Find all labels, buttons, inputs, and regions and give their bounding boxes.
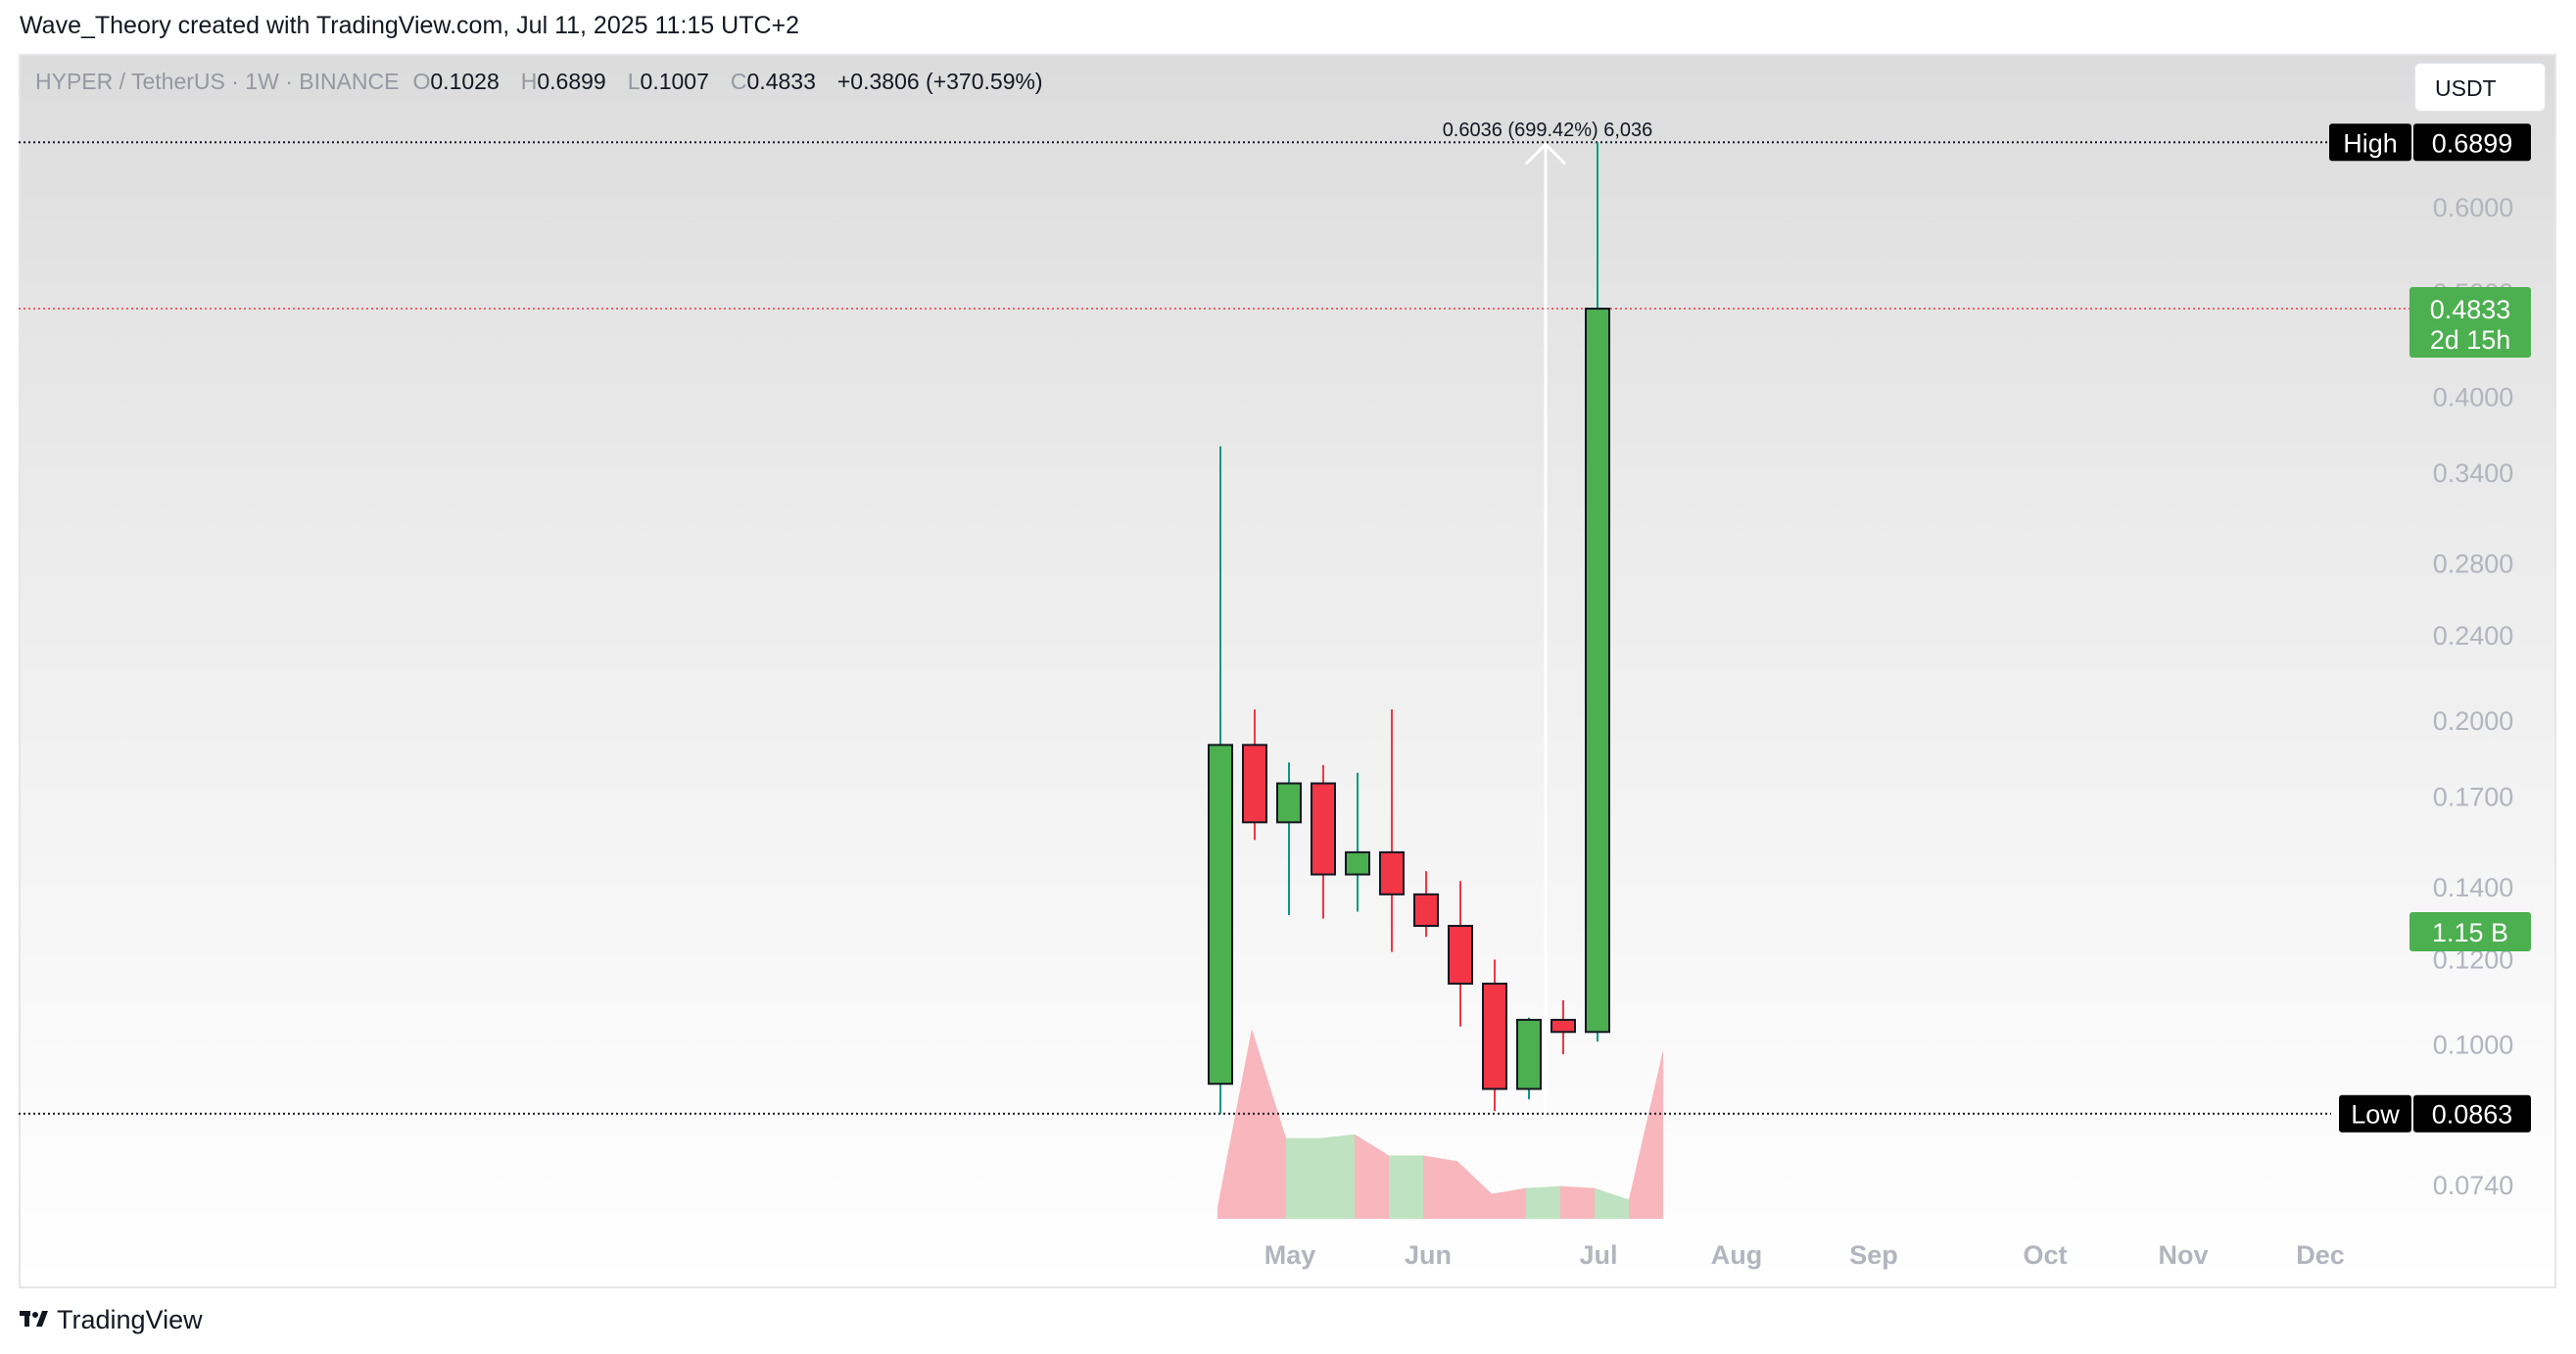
low-value-tag bbox=[2413, 1094, 2531, 1133]
y-tick-label: 0.1000 bbox=[2433, 1030, 2514, 1059]
close-value: 0.4833 bbox=[746, 69, 816, 94]
tradingview-logo-icon bbox=[20, 1305, 49, 1335]
candle-body bbox=[1276, 782, 1302, 824]
volume-segment bbox=[1492, 1187, 1526, 1219]
high-value-tag bbox=[2413, 123, 2531, 162]
x-tick-label: Nov bbox=[2158, 1240, 2208, 1270]
volume-segment bbox=[1526, 1185, 1560, 1219]
chart-pane[interactable] bbox=[19, 54, 2556, 1288]
x-tick-label: Oct bbox=[2023, 1240, 2067, 1270]
y-tick-label: 0.2800 bbox=[2433, 549, 2514, 578]
tradingview-logo: TradingView bbox=[20, 1305, 203, 1335]
tradingview-brand: TradingView bbox=[57, 1305, 203, 1334]
high-value-label: 0.6899 bbox=[2432, 128, 2513, 158]
last-price-value: 0.4833 bbox=[2430, 295, 2511, 324]
candle-body bbox=[1379, 850, 1405, 895]
close-label: C bbox=[730, 69, 747, 94]
x-tick-label: May bbox=[1264, 1240, 1316, 1270]
candle-body bbox=[1448, 925, 1473, 985]
low-label: L bbox=[627, 69, 641, 94]
volume-segment bbox=[1457, 1161, 1492, 1219]
low-value-label: 0.0863 bbox=[2432, 1100, 2513, 1130]
y-tick-label: 0.4000 bbox=[2433, 382, 2514, 411]
volume-segment bbox=[1252, 1028, 1286, 1219]
volume-segment bbox=[1320, 1134, 1355, 1219]
candle-body bbox=[1311, 782, 1336, 876]
volume-tag bbox=[2409, 912, 2531, 951]
currency-selector-button[interactable]: USDT bbox=[2414, 63, 2546, 112]
change-value: +0.3806 (+370.59%) bbox=[836, 69, 1043, 94]
high-tag bbox=[2329, 123, 2411, 162]
candle-body bbox=[1242, 744, 1267, 824]
volume-segment bbox=[1286, 1137, 1320, 1219]
candle-body bbox=[1208, 744, 1233, 1086]
y-tick-label: 0.1700 bbox=[2433, 782, 2514, 811]
volume-segment bbox=[1389, 1155, 1423, 1219]
high-label: H bbox=[520, 69, 538, 94]
high-value: 0.6899 bbox=[537, 69, 606, 94]
open-label: O bbox=[412, 69, 431, 94]
open-value: 0.1028 bbox=[430, 69, 500, 94]
volume-segment bbox=[1217, 1028, 1252, 1219]
volume-segment bbox=[1629, 1049, 1663, 1219]
measure-annotation: 0.6036 (699.42%) 6,036 bbox=[1443, 120, 1653, 141]
y-tick-label: 0.1400 bbox=[2433, 873, 2514, 902]
low-tag bbox=[2339, 1094, 2411, 1133]
y-tick-label: 0.2000 bbox=[2433, 706, 2514, 736]
ohlc-legend: HYPER / TetherUS · 1W · BINANCE O 0.1028… bbox=[35, 69, 1055, 95]
low-tag-label: Low bbox=[2351, 1100, 2400, 1130]
measure-arrow-head bbox=[1524, 142, 1567, 166]
chart-caption: Wave_Theory created with TradingView.com… bbox=[20, 12, 800, 39]
y-tick-label: 0.3400 bbox=[2433, 459, 2514, 488]
x-tick-label: Jun bbox=[1405, 1240, 1452, 1270]
candle-body bbox=[1550, 1018, 1576, 1034]
bar-countdown: 2d 15h bbox=[2430, 325, 2511, 355]
candle-body bbox=[1345, 850, 1370, 876]
x-tick-label: Dec bbox=[2296, 1240, 2345, 1270]
volume-value: 1.15 B bbox=[2432, 918, 2508, 947]
y-tick-label: 0.2400 bbox=[2433, 621, 2514, 651]
candle-body bbox=[1413, 893, 1439, 928]
x-tick-label: Sep bbox=[1849, 1240, 1898, 1270]
volume-segment bbox=[1423, 1155, 1457, 1219]
high-tag-label: High bbox=[2343, 128, 2398, 158]
candle-body bbox=[1585, 308, 1610, 1034]
last-price-tag bbox=[2409, 287, 2531, 359]
symbol-label[interactable]: HYPER / TetherUS · 1W · BINANCE bbox=[35, 69, 400, 94]
candle-body bbox=[1516, 1018, 1542, 1090]
y-tick-label: 0.0740 bbox=[2433, 1171, 2514, 1200]
x-tick-label: Jul bbox=[1579, 1240, 1617, 1270]
x-tick-label: Aug bbox=[1711, 1240, 1762, 1270]
volume-segment bbox=[1595, 1187, 1629, 1219]
candle-body bbox=[1482, 982, 1507, 1090]
y-tick-label: 0.6000 bbox=[2433, 193, 2514, 222]
low-value: 0.1007 bbox=[640, 69, 709, 94]
volume-segment bbox=[1560, 1185, 1595, 1219]
volume-segment bbox=[1355, 1134, 1389, 1219]
